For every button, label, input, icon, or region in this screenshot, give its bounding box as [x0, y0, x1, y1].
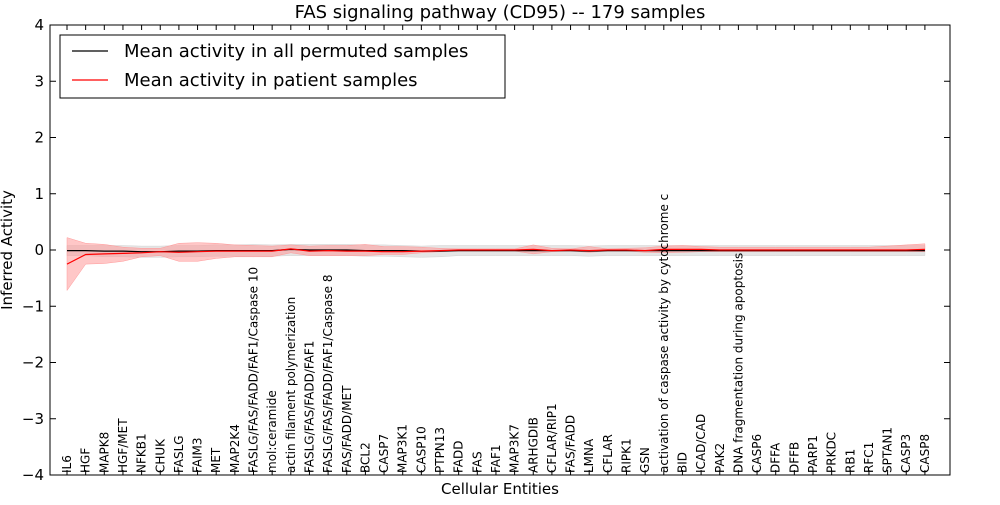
x-tick-label: BCL2 [358, 442, 372, 473]
y-axis-label: Inferred Activity [0, 190, 16, 310]
x-tick-label: NFKB1 [135, 433, 149, 473]
x-tick-label: PARP1 [806, 435, 820, 473]
x-tick-label: FAS/FADD [564, 415, 578, 473]
x-tick-label: CASP10 [414, 426, 428, 473]
y-axis: −4 −3 −2 −1 0 1 2 3 4 [22, 16, 950, 484]
chart-title: FAS signaling pathway (CD95) -- 179 samp… [295, 2, 706, 23]
x-tick-label: ARHGDIB [526, 417, 540, 473]
x-tick-label: BID [675, 452, 689, 473]
x-tick-label: HGF/MET [116, 418, 130, 473]
legend-box [59, 34, 506, 99]
y-tick-label: 0 [34, 241, 44, 259]
y-tick-label: −2 [22, 354, 44, 372]
x-tick-label: MAPK8 [97, 432, 111, 473]
x-tick-label: FAIM3 [191, 437, 205, 473]
x-tick-label: IL6 [60, 455, 74, 473]
x-tick-label: FASLG [172, 435, 186, 473]
series-1-line [66, 248, 925, 265]
x-tick-label: PRKDC [825, 432, 839, 473]
x-tick-label: FAS [470, 451, 484, 473]
x-tick-label: CFLAR/RIP1 [545, 403, 559, 473]
x-tick-label: HGF [79, 448, 93, 473]
x-tick-label: DFFB [787, 442, 801, 473]
x-tick-label: FASLG/FAS/FADD/FAF1/Caspase 8 [321, 275, 335, 474]
y-tick-label: 4 [34, 16, 44, 34]
legend-label-permuted: Mean activity in all permuted samples [124, 41, 468, 62]
x-tick-label: CASP7 [377, 434, 391, 473]
x-tick-label: MAP2K4 [228, 424, 242, 473]
y-tick-label: −1 [22, 297, 44, 315]
x-tick-label: PTPN13 [433, 427, 447, 473]
x-tick-label: CASP3 [899, 434, 913, 473]
x-tick-label: activation of caspase activity by cytoch… [657, 194, 671, 473]
x-tick-label: FASLG/FAS/FADD/FAF1/Caspase 10 [247, 267, 261, 473]
x-tick-label: MAP3K1 [396, 424, 410, 473]
x-tick-label: MAP3K7 [508, 424, 522, 473]
x-tick-label: FAS/FADD/MET [340, 385, 354, 473]
x-tick-label: CASP8 [918, 434, 932, 473]
x-tick-label: CFLAR [601, 434, 615, 473]
y-tick-label: 1 [34, 185, 44, 203]
x-tick-label: RB1 [843, 449, 857, 473]
y-tick-label: −4 [22, 466, 44, 484]
x-tick-label: RFC1 [862, 442, 876, 473]
x-tick-label: RIPK1 [620, 438, 634, 473]
lines-layer [66, 248, 925, 265]
x-tick-label: FAF1 [489, 444, 503, 473]
x-tick-label: DNA fragmentation during apoptosis [731, 253, 745, 473]
x-tick-label: mol:ceramide [265, 390, 279, 473]
x-tick-label: CASP6 [750, 434, 764, 473]
x-tick-label: DFFA [769, 442, 783, 473]
y-tick-label: 2 [34, 129, 44, 147]
x-tick-label: GSN [638, 447, 652, 473]
x-tick-label: LMNA [582, 438, 596, 473]
x-tick-label: FASLG/FAS/FADD/FAF1 [302, 341, 316, 473]
x-tick-label: actin filament polymerization [284, 297, 298, 473]
x-tick-label: MET [209, 447, 223, 473]
legend: Mean activity in all permuted samples Me… [59, 34, 506, 99]
bands-layer [66, 237, 926, 292]
x-tick-label: ICAD/CAD [694, 414, 708, 473]
y-tick-label: 3 [34, 72, 44, 90]
y-tick-label: −3 [22, 410, 44, 428]
x-tick-label: FADD [452, 441, 466, 474]
legend-label-patient: Mean activity in patient samples [124, 70, 418, 91]
x-axis-label: Cellular Entities [441, 480, 559, 498]
x-tick-label: CHUK [153, 438, 167, 473]
x-tick-label: PAK2 [713, 443, 727, 473]
x-axis: IL6 HGF MAPK8 HGF/MET NFKB1 CHUK FASLG FAIM3 MET… [60, 25, 932, 475]
x-tick-label: SPTAN1 [881, 427, 895, 473]
